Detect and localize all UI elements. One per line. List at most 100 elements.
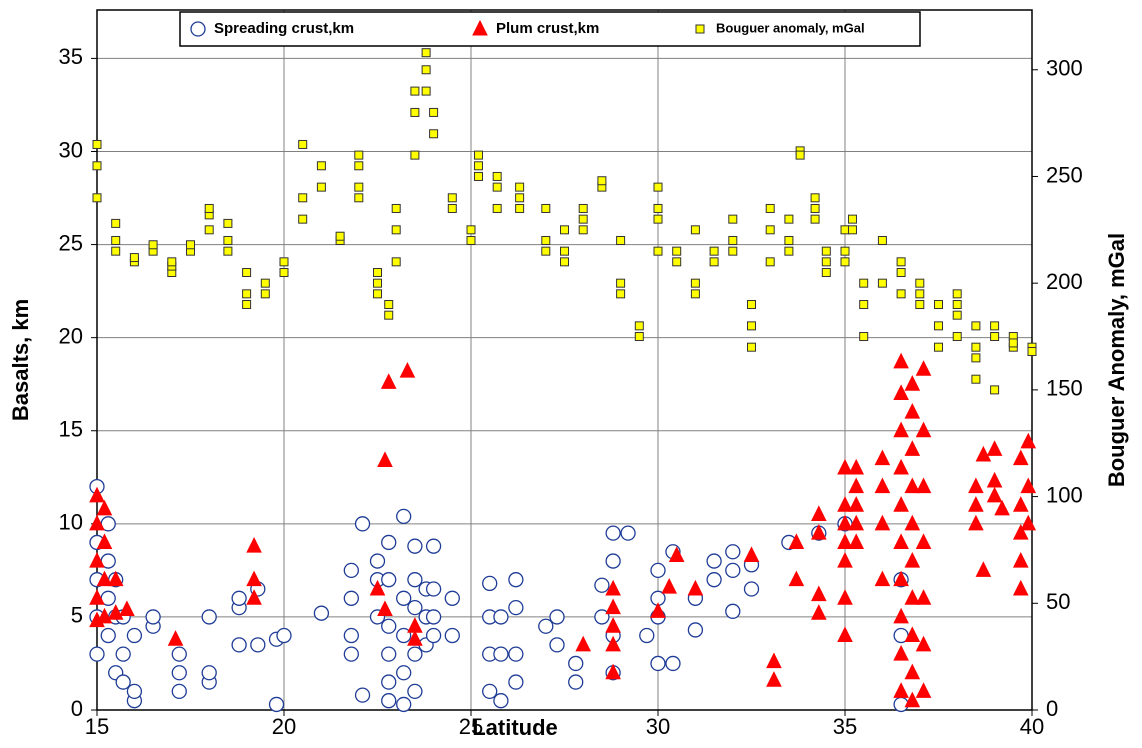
circle-marker: [231, 637, 247, 653]
circle-marker: [650, 655, 666, 672]
square-marker: [242, 268, 252, 277]
triangle-marker: [975, 445, 992, 462]
triangle-marker: [904, 589, 921, 605]
triangle-marker: [848, 514, 865, 531]
square-marker: [410, 86, 420, 96]
square-marker: [492, 171, 502, 181]
square-marker: [92, 161, 102, 171]
square-marker: [354, 161, 364, 171]
square-marker: [354, 182, 364, 192]
square-marker: [810, 203, 820, 213]
square-marker: [653, 203, 663, 213]
legend-marker: [190, 21, 206, 37]
circle-marker: [126, 627, 143, 644]
y2-tick-label: 150: [1046, 376, 1083, 401]
square-marker: [560, 225, 569, 235]
circle-marker: [381, 674, 397, 690]
circle-marker: [605, 553, 621, 569]
y-axis-title: Basalts, km: [8, 299, 33, 421]
triangle-marker: [605, 598, 621, 615]
triangle-marker: [968, 514, 984, 531]
square-marker: [634, 321, 644, 331]
square-marker: [298, 193, 308, 203]
triangle-marker: [837, 514, 853, 531]
triangle-marker: [89, 514, 105, 531]
square-marker: [560, 246, 569, 256]
triangle-marker: [848, 458, 865, 475]
square-marker: [709, 257, 719, 267]
circle-marker: [250, 637, 266, 653]
y-tick-label: 15: [59, 417, 83, 442]
square-marker: [316, 161, 326, 171]
square-marker: [373, 278, 382, 288]
square-marker: [429, 129, 439, 139]
square-marker: [421, 86, 431, 96]
triangle-marker: [848, 533, 865, 549]
circle-marker: [725, 562, 741, 579]
square-marker: [971, 342, 981, 352]
triangle-marker: [89, 551, 105, 568]
square-marker: [952, 332, 962, 342]
circle-marker: [493, 693, 509, 709]
square-marker: [597, 176, 607, 186]
square-marker: [859, 278, 869, 288]
circle-marker: [725, 603, 741, 619]
triangle-marker: [904, 626, 921, 643]
square-marker: [354, 150, 364, 160]
circle-marker: [171, 665, 187, 681]
triangle-marker: [986, 486, 1003, 503]
triangle-marker: [605, 635, 621, 652]
square-marker: [821, 268, 831, 277]
triangle-marker: [893, 496, 909, 512]
square-marker: [260, 289, 270, 299]
y-tick-label: 20: [59, 323, 83, 348]
triangle-marker: [369, 579, 386, 596]
circle-marker: [444, 590, 460, 606]
square-marker: [784, 214, 794, 224]
square-marker: [784, 235, 794, 245]
circle-marker: [407, 646, 423, 662]
circle-marker: [381, 534, 397, 551]
square-marker: [990, 321, 1000, 331]
square-marker: [810, 214, 820, 224]
circle-marker: [343, 562, 359, 579]
circle-marker: [396, 696, 412, 713]
square-marker: [354, 193, 364, 203]
square-marker: [728, 246, 738, 256]
square-marker: [1027, 346, 1037, 356]
triangle-marker: [986, 471, 1003, 488]
circle-marker: [381, 693, 397, 709]
square-marker: [541, 203, 551, 213]
square-marker: [896, 289, 906, 299]
triangle-marker: [893, 458, 909, 475]
circle-marker: [508, 572, 524, 588]
triangle-marker: [811, 585, 827, 602]
triangle-marker: [811, 505, 827, 522]
circle-marker: [343, 590, 359, 606]
triangle-marker: [167, 630, 184, 646]
circle-marker: [268, 696, 285, 713]
circle-marker: [482, 575, 498, 592]
triangle-marker: [246, 537, 262, 553]
square-marker: [447, 193, 457, 203]
circle-marker: [620, 525, 636, 541]
triangle-marker: [893, 682, 909, 698]
triangle-marker: [994, 499, 1010, 516]
square-marker: [421, 65, 431, 75]
square-marker: [242, 289, 252, 299]
square-marker: [260, 278, 270, 288]
square-marker: [840, 225, 850, 235]
square-marker: [384, 300, 394, 310]
circle-marker: [343, 646, 359, 662]
square-marker: [473, 150, 483, 160]
circle-marker: [354, 516, 371, 532]
triangle-marker: [575, 635, 592, 652]
square-marker: [810, 193, 820, 203]
y2-tick-label: 300: [1046, 56, 1083, 81]
square-marker: [473, 161, 483, 171]
square-marker: [971, 353, 981, 363]
square-marker: [515, 203, 525, 213]
circle-marker: [594, 577, 610, 593]
triangle-marker: [1012, 551, 1029, 568]
